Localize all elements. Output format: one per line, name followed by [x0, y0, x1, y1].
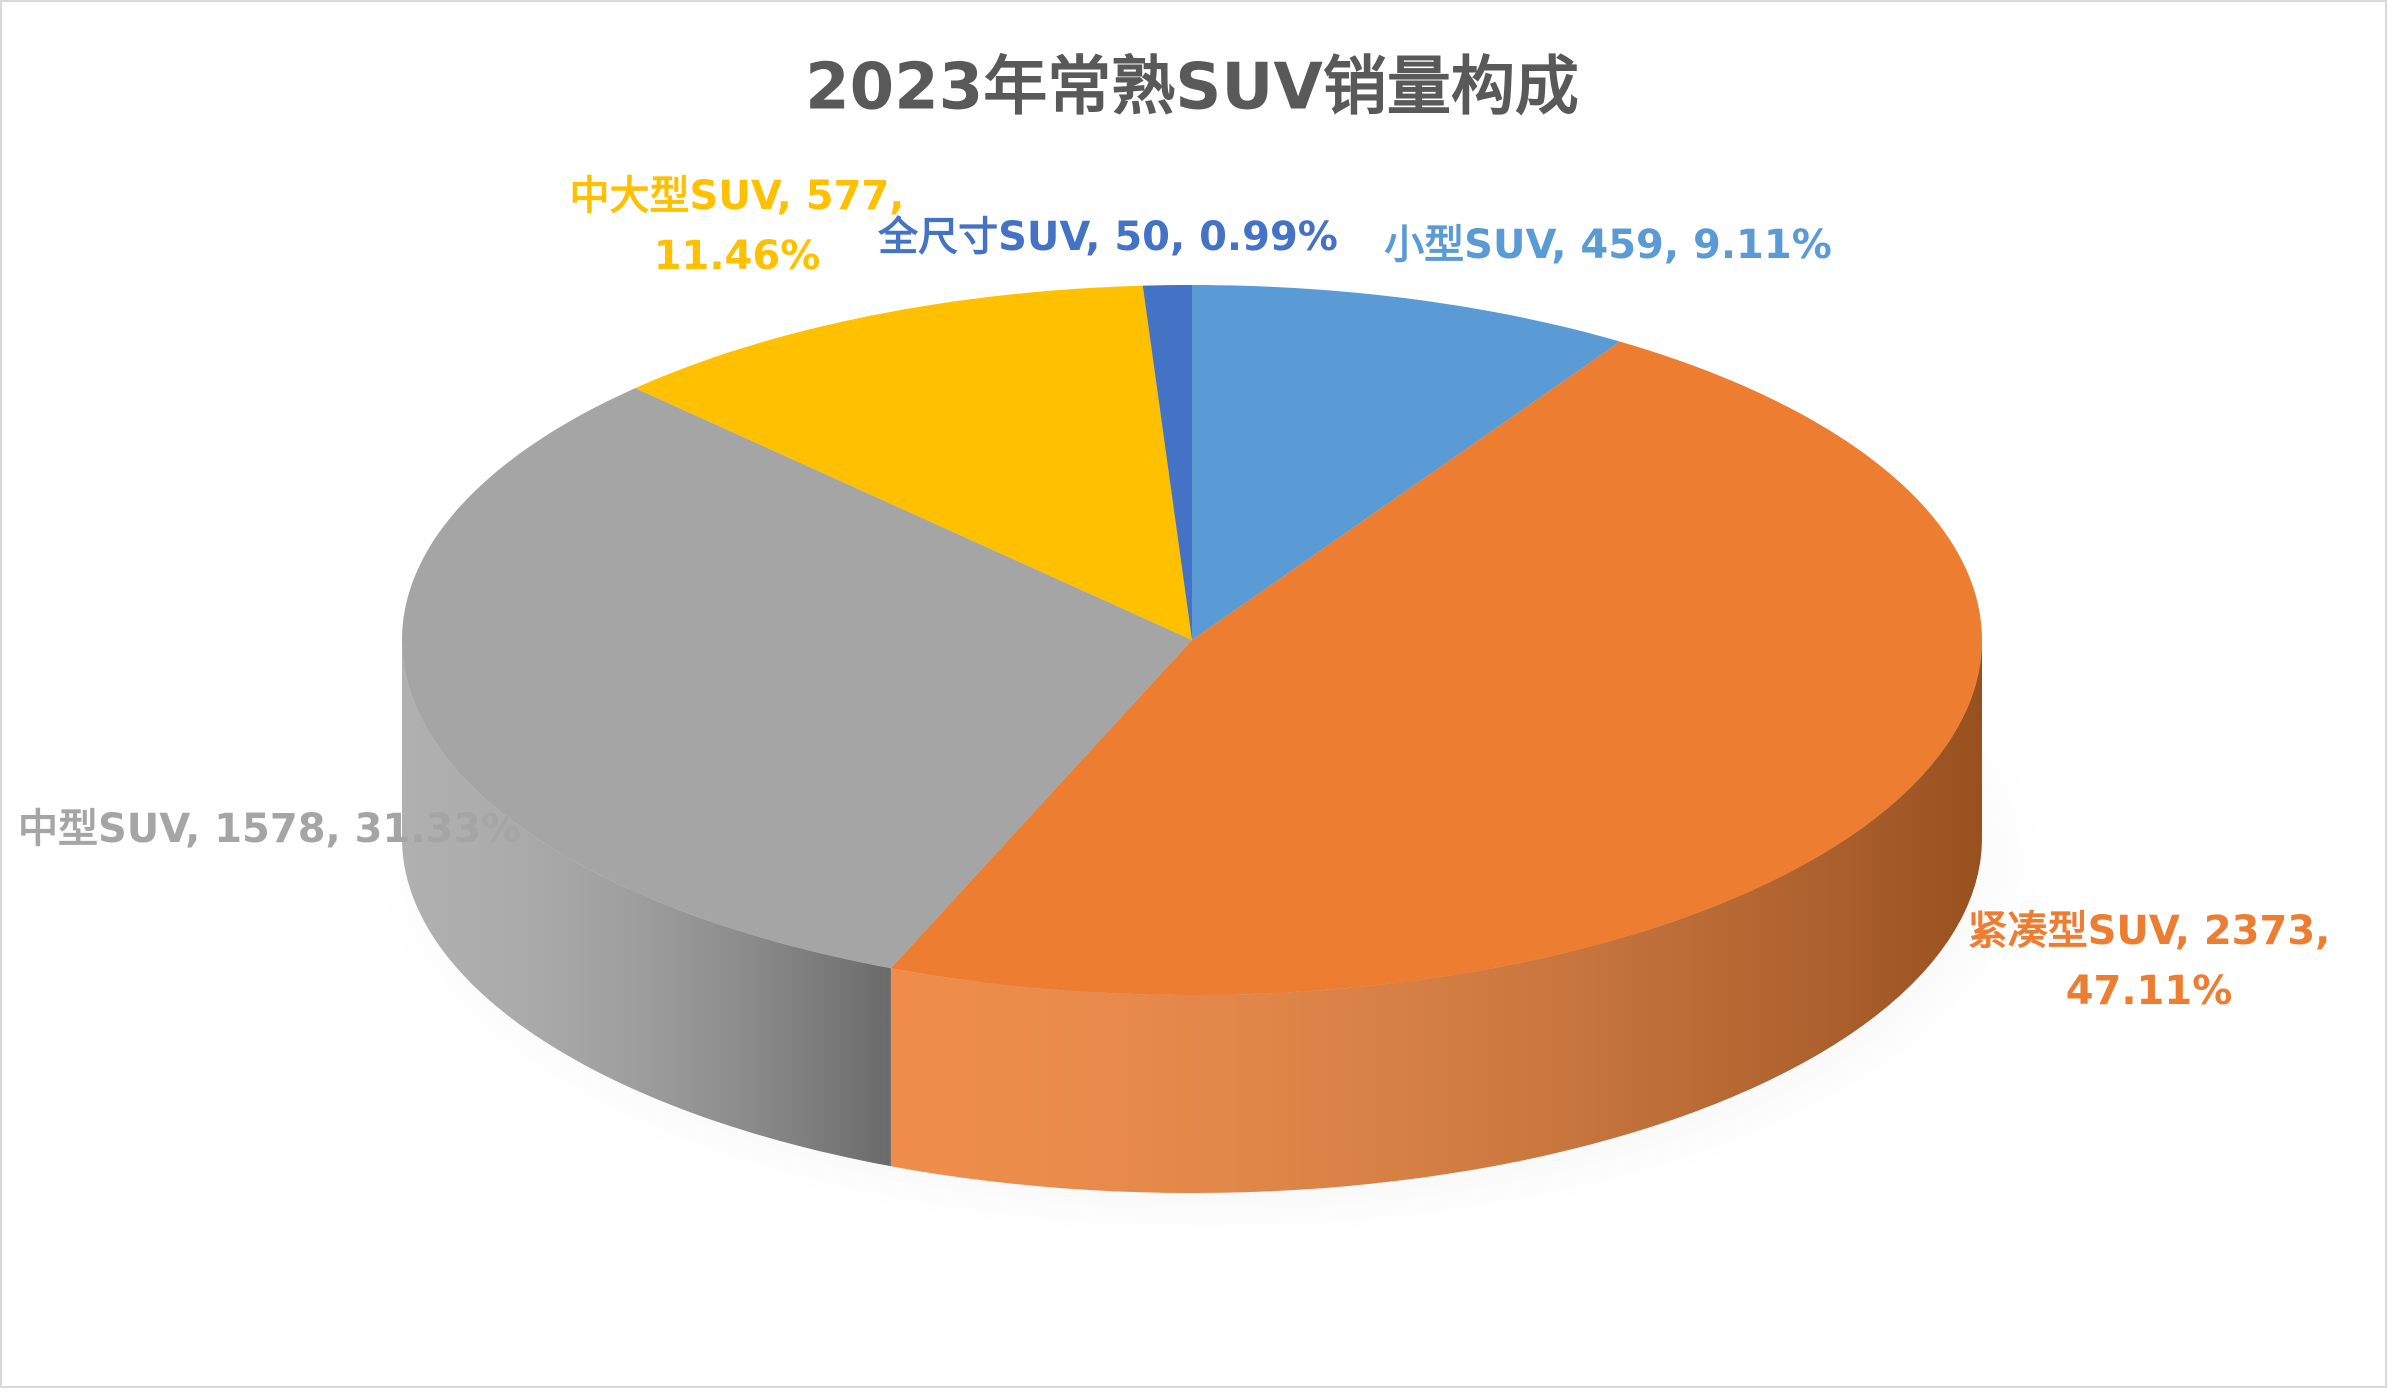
data-label: 小型SUV, 459, 9.11%: [1384, 222, 1832, 268]
pie-side-shade: [402, 640, 891, 1167]
pie-slice: [1142, 285, 1192, 640]
data-labels: 小型SUV, 459, 9.11% 紧凑型SUV, 2373, 47.11% 中型SU…: [18, 173, 2330, 1014]
pie-sides: [402, 640, 1982, 1193]
chart-title: 2023年常熟SUV销量构成: [805, 51, 1579, 125]
pie-slice: [635, 285, 1192, 640]
pie-side-shade: [890, 640, 1982, 1193]
data-label-line: 47.11%: [2066, 968, 2233, 1014]
data-label: 中型SUV, 1578, 31.33%: [18, 806, 521, 852]
pie-slice: [402, 388, 1193, 969]
pie-tops: [402, 285, 1982, 995]
pie-slice: [890, 341, 1982, 995]
data-label: 中大型SUV, 577, 11.46%: [570, 173, 905, 279]
data-label-line: 紧凑型SUV, 2373,: [1968, 908, 2331, 954]
pie-slice: [1192, 285, 1621, 640]
data-label: 紧凑型SUV, 2373, 47.11%: [1968, 908, 2331, 1014]
data-label-line: 11.46%: [654, 233, 821, 279]
data-label: 全尺寸SUV, 50, 0.99%: [877, 214, 1338, 260]
data-label-line: 中大型SUV, 577,: [570, 173, 905, 219]
